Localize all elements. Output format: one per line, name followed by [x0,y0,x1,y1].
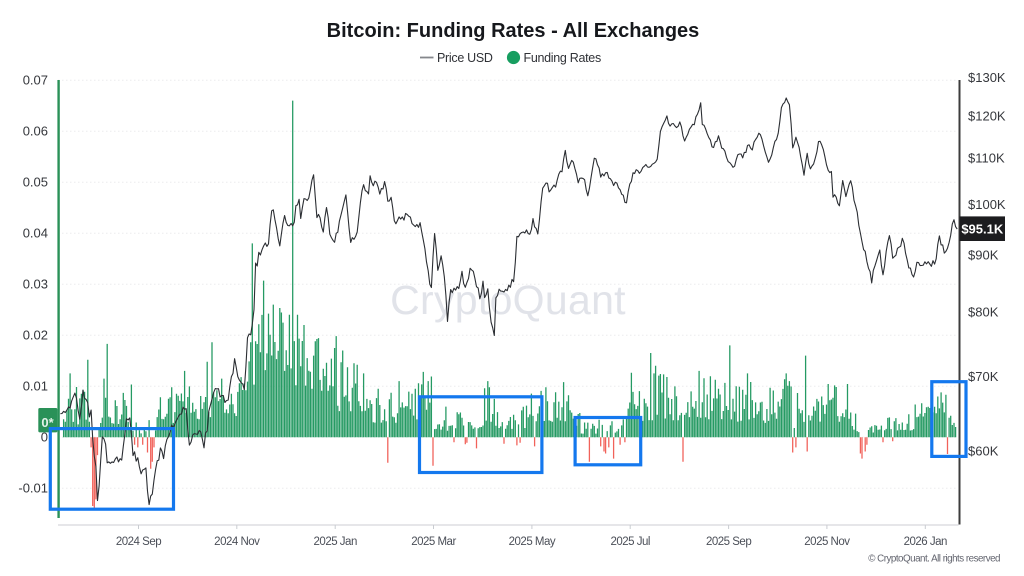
svg-text:$130K: $130K [968,70,1006,85]
svg-text:$100K: $100K [968,197,1006,212]
svg-text:2025 Jan: 2025 Jan [314,536,357,548]
svg-text:0.07: 0.07 [23,73,48,88]
svg-text:0.01: 0.01 [23,379,48,394]
svg-text:2025 Nov: 2025 Nov [804,536,850,548]
svg-text:Funding Rates: Funding Rates [524,51,601,65]
svg-text:$90K: $90K [968,248,999,263]
svg-text:2025 Mar: 2025 Mar [411,536,456,548]
svg-text:$60K: $60K [968,444,999,459]
svg-text:0*: 0* [41,415,54,430]
svg-text:0.03: 0.03 [23,277,48,292]
svg-text:2024 Sep: 2024 Sep [116,536,161,548]
svg-text:0.06: 0.06 [23,124,48,139]
svg-text:2025 Sep: 2025 Sep [706,536,751,548]
svg-text:2025 Jul: 2025 Jul [610,536,649,548]
svg-text:0.04: 0.04 [23,226,48,241]
svg-text:CryptoQuant: CryptoQuant [390,277,626,323]
svg-text:0.02: 0.02 [23,328,48,343]
svg-text:$70K: $70K [968,369,999,384]
svg-text:$80K: $80K [968,305,999,320]
svg-text:$120K: $120K [968,109,1006,124]
svg-text:2024 Nov: 2024 Nov [214,536,260,548]
svg-text:0.05: 0.05 [23,175,48,190]
svg-text:2025 May: 2025 May [509,536,556,548]
svg-text:© CryptoQuant. All rights rese: © CryptoQuant. All rights reserved [868,554,1000,565]
svg-text:-0.01: -0.01 [18,481,48,496]
svg-text:0: 0 [41,430,48,445]
svg-text:2026 Jan: 2026 Jan [904,536,947,548]
svg-text:Bitcoin: Funding Rates - All E: Bitcoin: Funding Rates - All Exchanges [327,20,700,42]
svg-text:$95.1K: $95.1K [961,221,1004,236]
svg-text:$110K: $110K [968,151,1005,166]
svg-text:Price USD: Price USD [437,51,493,65]
